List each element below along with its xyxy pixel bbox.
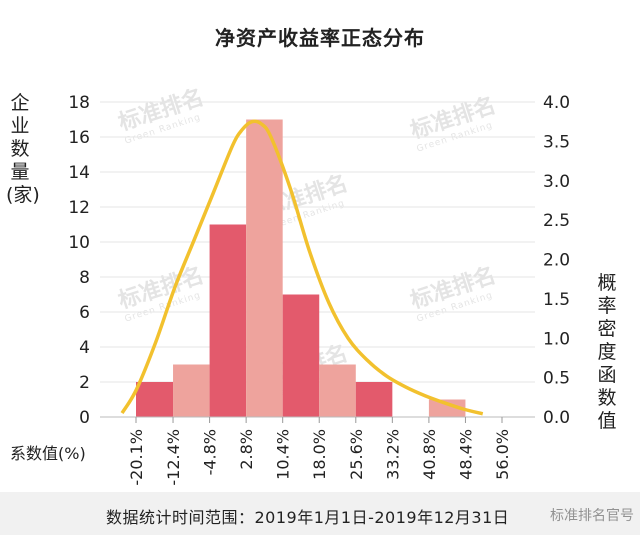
- y-left-tick-label: 14: [68, 163, 90, 183]
- y-right-tick-label: 2.5: [543, 211, 570, 231]
- chart-title: 净资产收益率正态分布: [215, 26, 425, 50]
- y-axis-left-label: 企业数量(家): [6, 92, 40, 206]
- x-tick-label: 40.8%: [420, 429, 439, 480]
- x-tick-label: 56.0%: [493, 429, 512, 480]
- y-left-tick-label: 2: [79, 373, 90, 393]
- histogram-bar: [355, 382, 393, 417]
- x-tick-label: 18.0%: [310, 429, 329, 480]
- footer-text: 数据统计时间范围：2019年1月1日-2019年12月31日: [106, 508, 510, 527]
- y-right-tick-label: 3.5: [543, 132, 570, 152]
- y-left-tick-label: 10: [68, 233, 90, 253]
- y-left-tick-label: 0: [79, 408, 90, 428]
- histogram-bar: [136, 382, 174, 417]
- y-left-tick-label: 4: [79, 338, 90, 358]
- x-tick-label: -12.4%: [164, 429, 183, 486]
- y-left-tick-label: 18: [68, 93, 90, 113]
- x-tick-label: 33.2%: [383, 429, 402, 480]
- histogram-bar: [246, 119, 283, 417]
- density-curve: [120, 119, 484, 416]
- y-right-tick-label: 0.0: [543, 408, 570, 428]
- y-right-tick-label: 1.0: [543, 329, 570, 349]
- y-right-tick-label: 2.0: [543, 251, 570, 271]
- y-right-tick-label: 3.0: [543, 172, 570, 192]
- y-right-tick-label: 0.5: [543, 369, 570, 389]
- brand-label: 标准排名官号: [550, 508, 634, 524]
- chart-svg: 0 2 4 6 8 10 12 14 16 18 0.0 0.5 1.0 1.5 2.0 2.5 3.0 3.5 4…: [68, 93, 570, 486]
- histogram-bar: [209, 224, 247, 417]
- y-left-tick-label: 6: [79, 303, 90, 323]
- y-right-tick-label: 1.5: [543, 290, 570, 310]
- x-axis-label: 系数值(%): [10, 444, 86, 463]
- x-tick-label: 10.4%: [274, 429, 293, 480]
- x-tick-label: 25.6%: [347, 429, 366, 480]
- y-left-tick-label: 8: [79, 268, 90, 288]
- y-right-tick-label: 4.0: [543, 93, 570, 113]
- x-tick-label: -4.8%: [201, 429, 220, 475]
- histogram-bar: [428, 399, 466, 417]
- x-tick-label: -20.1%: [127, 429, 146, 486]
- footer: 数据统计时间范围：2019年1月1日-2019年12月31日 标准排名官号: [0, 492, 640, 535]
- y-axis-right-label: 概率密度函数值: [597, 272, 617, 432]
- x-tick-label: 2.8%: [237, 429, 256, 470]
- histogram-bar: [173, 364, 210, 417]
- y-left-tick-label: 12: [68, 198, 90, 218]
- histogram-bar: [282, 294, 320, 417]
- histogram-bar: [319, 364, 356, 417]
- x-tick-label: 48.4%: [456, 429, 475, 480]
- y-left-tick-label: 16: [68, 128, 90, 148]
